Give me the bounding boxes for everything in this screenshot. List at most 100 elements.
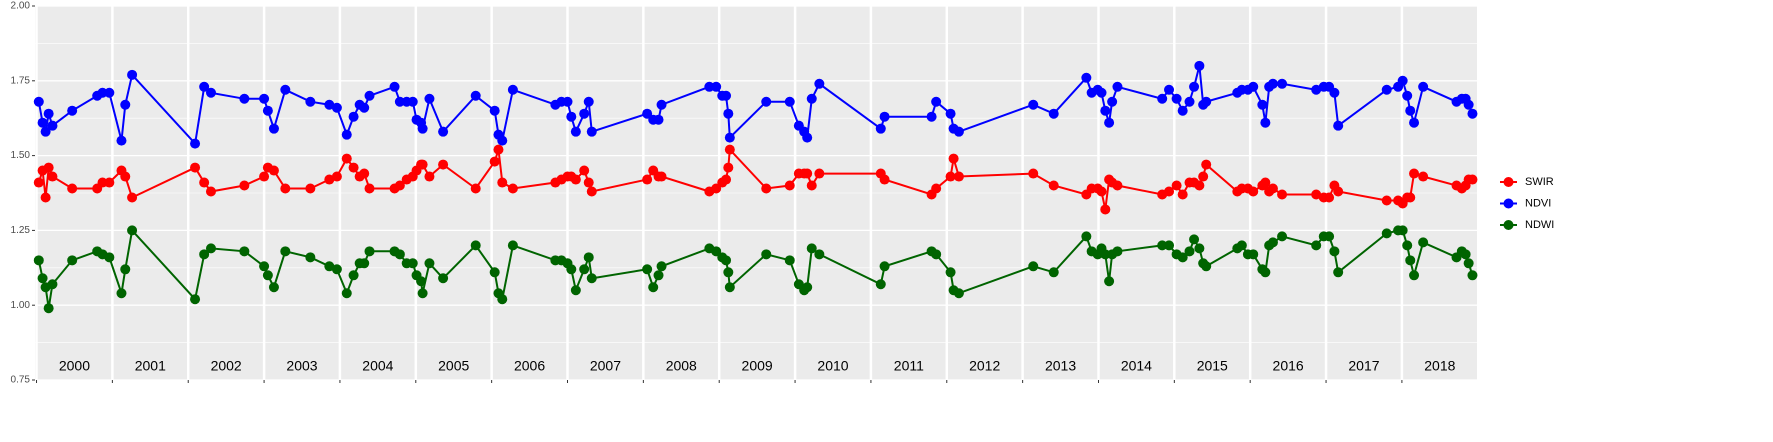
point [47,120,58,131]
point [761,96,772,107]
point [953,126,964,137]
legend-point [1503,177,1514,187]
point [583,96,594,107]
point [359,258,370,269]
point [806,180,817,191]
point [879,261,890,272]
point [205,186,216,197]
point [562,96,573,107]
point [262,270,273,281]
point [120,264,131,275]
point [1257,99,1268,110]
point [341,288,352,299]
point [268,123,279,134]
point [1333,267,1344,278]
point [1189,234,1200,245]
point [199,177,210,188]
point [1048,180,1059,191]
point [1402,90,1413,101]
point [324,174,335,185]
point [116,288,127,299]
point [33,255,44,266]
point [268,165,279,176]
point [926,111,937,122]
point [33,177,44,188]
point [497,177,508,188]
point [1201,96,1212,107]
point [953,171,964,182]
point [948,153,959,164]
point [802,132,813,143]
point [127,192,138,203]
point [1409,168,1420,179]
point [802,282,813,293]
point [1081,72,1092,83]
point [1198,171,1209,182]
point [784,255,795,266]
point [239,180,250,191]
point [259,93,270,104]
year-label: 2015 [1197,358,1228,374]
point [1028,99,1039,110]
point [47,171,58,182]
point [341,153,352,164]
year-label: 2004 [362,358,393,374]
point [1463,258,1474,269]
year-label: 2017 [1348,358,1379,374]
year-label: 2005 [438,358,469,374]
point [1100,105,1111,116]
point [1267,183,1278,194]
point [1405,255,1416,266]
point [1277,78,1288,89]
point [438,159,449,170]
point [1324,231,1335,242]
point [324,99,335,110]
point [1409,117,1420,128]
point [489,267,500,278]
point [784,180,795,191]
point [507,240,518,251]
point [1329,246,1340,257]
point [1311,240,1322,251]
point [1028,261,1039,272]
point [262,105,273,116]
point [1267,78,1278,89]
point [814,168,825,179]
point [1381,195,1392,206]
point [1277,231,1288,242]
point [305,96,316,107]
point [1164,240,1175,251]
point [1100,204,1111,215]
point [724,144,735,155]
point [879,111,890,122]
point [1333,120,1344,131]
y-tick-label: 1.00 [11,300,31,311]
point [1402,240,1413,251]
point [280,246,291,257]
year-label: 2009 [742,358,773,374]
point [389,81,400,92]
point [1397,225,1408,236]
point [417,159,428,170]
y-tick-label: 2.00 [11,1,31,12]
point [724,132,735,143]
point [259,171,270,182]
point [116,135,127,146]
point [1096,87,1107,98]
point [120,99,131,110]
point [470,183,481,194]
point [721,255,732,266]
point [416,276,427,287]
point [305,252,316,263]
point [1311,189,1322,200]
point [1112,81,1123,92]
point [190,138,201,149]
point [280,183,291,194]
point [648,282,659,293]
point [879,174,890,185]
point [1418,81,1429,92]
point [127,225,138,236]
point [1260,267,1271,278]
point [280,84,291,95]
point [1409,270,1420,281]
